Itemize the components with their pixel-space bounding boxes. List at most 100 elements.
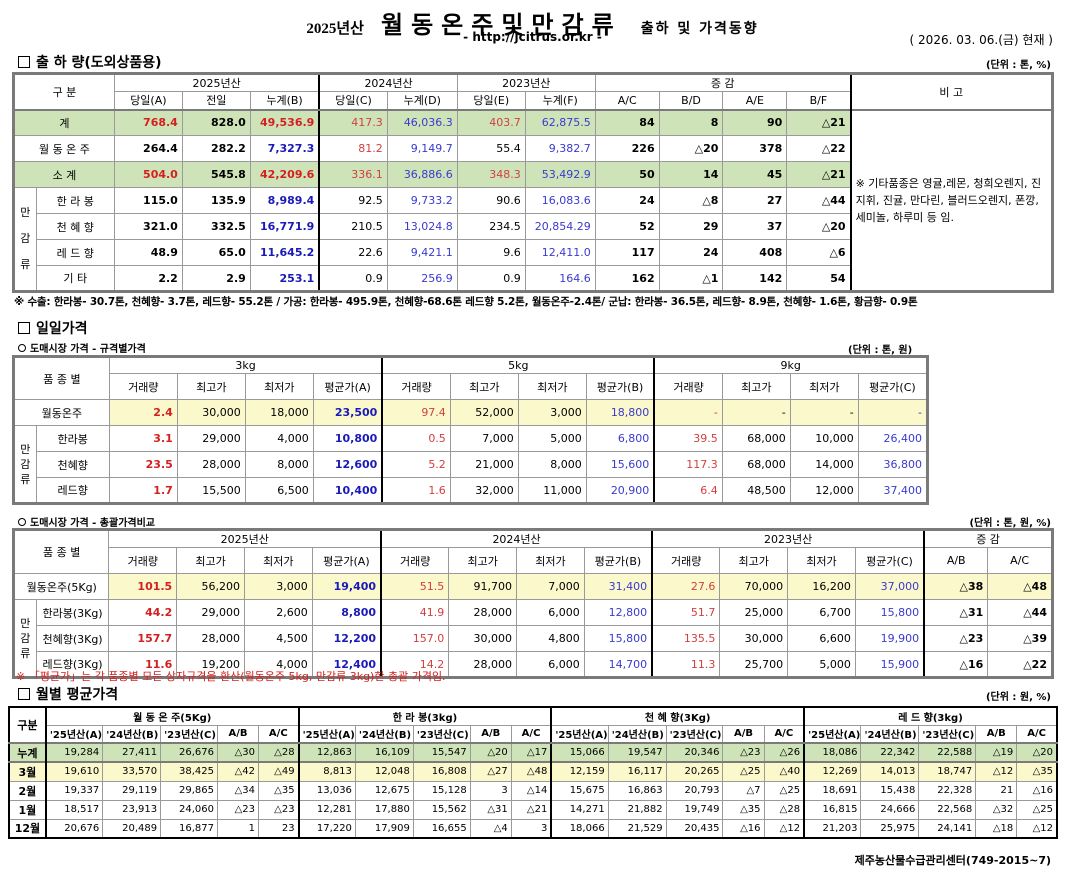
cell: △28 (763, 799, 805, 820)
cell: 16,877 (160, 818, 218, 839)
cell: 51.7 (651, 599, 721, 626)
table-row: 만 감 류 한라봉(3Kg) 44.2 29,000 2,600 8,800 4… (13, 599, 1053, 678)
cell: 12,000 (789, 477, 859, 504)
subheader: A/C (510, 724, 552, 744)
group-char: 만 (20, 442, 31, 456)
group-hallabong: 한 라 봉(3kg) (297, 706, 552, 726)
cell: △20 (469, 742, 512, 763)
cell: 2.2 (113, 265, 183, 292)
cell: 18,517 (45, 799, 104, 820)
cell: 157.7 (108, 625, 178, 652)
cell: △30 (216, 742, 260, 763)
subheader: 최고가 (449, 373, 519, 400)
table-row: 천혜향(3Kg) 157.7 28,000 4,500 12,200 157.0… (14, 625, 1053, 652)
subheader: 전일 (181, 91, 251, 111)
subheader: 평균가(C) (854, 547, 925, 574)
subheader: A/C (1016, 724, 1058, 744)
cell: 29,865 (160, 780, 218, 801)
cell: △21 (786, 109, 852, 136)
row-label: 레드향 (35, 477, 110, 504)
cell: 29,000 (176, 425, 246, 452)
cell: 8,813 (297, 761, 356, 782)
cell: 33,570 (102, 761, 162, 782)
cell: 81.2 (318, 135, 388, 162)
cell: 68,000 (721, 425, 791, 452)
cell: 15,562 (412, 799, 471, 820)
cell: 37 (722, 213, 788, 240)
cell: 253.1 (249, 265, 320, 292)
cell: 3 (510, 818, 552, 839)
table-row: 3월 19,610 33,570 38,425 △42 △49 8,813 12,048 16,… (8, 761, 1058, 782)
cell: 16,771.9 (249, 213, 320, 240)
cell: 321.0 (113, 213, 183, 240)
cell: △25 (1016, 799, 1058, 820)
subheader: 최저가 (243, 547, 313, 574)
subheader: 최고가 (721, 373, 791, 400)
cell: 15,800 (854, 599, 925, 626)
cell: 417.3 (318, 109, 388, 136)
spec-subtitle-label: 도매시장 가격 - 규격별가격 (30, 344, 146, 355)
cell: 91,700 (448, 573, 518, 600)
cell: △23 (923, 625, 989, 652)
table-row: 계 768.4 828.0 49,536.9 417.3 46,036.3 40… (13, 109, 1053, 292)
cell: △21 (786, 161, 852, 188)
cell: 3,000 (517, 399, 587, 426)
cell: 20,489 (102, 818, 162, 839)
mandarin-group-label: 만 감 류 (13, 425, 37, 504)
spec-unit: (단위 : 톤, 원) (848, 345, 913, 356)
subheader: 누계(B) (249, 91, 320, 111)
row-label: 천 혜 향 (35, 213, 115, 240)
cell: 41.9 (380, 599, 450, 626)
cell: △35 (722, 799, 765, 820)
group-2023: 2023년산 (651, 529, 925, 548)
cell: △16 (722, 818, 765, 839)
cell: 19,749 (665, 799, 724, 820)
col-group-label: 구분 (8, 706, 47, 744)
cell: △16 (923, 651, 989, 678)
row-label: 2월 (8, 780, 47, 801)
subheader: 거래량 (108, 373, 178, 400)
cell: 4,500 (243, 625, 313, 652)
subheader: 평균가(A) (312, 373, 383, 400)
checkbox-square-icon (18, 56, 30, 68)
cell: 38,425 (160, 761, 218, 782)
site-url[interactable]: - http://jcitrus.or.kr - (463, 30, 602, 44)
subheader: '23년산(C) (412, 724, 471, 744)
cell: 20,435 (665, 818, 724, 839)
subheader: A/C (594, 91, 660, 111)
subheader: 거래량 (380, 547, 450, 574)
group-char: 류 (20, 258, 31, 271)
cell: 15,600 (585, 451, 655, 478)
subheader: '24년산(B) (607, 724, 667, 744)
cell: 42,209.6 (249, 161, 320, 188)
subheader: '24년산(B) (860, 724, 920, 744)
subheader: A/B (722, 724, 765, 744)
cell: △20 (1016, 742, 1058, 763)
cell: 23,500 (312, 399, 383, 426)
shipment-table: 구 분 2025년산 2024년산 2023년산 증 감 비 고 당일(A) 전… (12, 72, 1054, 293)
cell: △42 (216, 761, 260, 782)
cell: 19,547 (607, 742, 667, 763)
cell: 234.5 (456, 213, 526, 240)
row-label: 소 계 (13, 161, 115, 188)
cell: 22,342 (860, 742, 920, 763)
cell: 68,000 (721, 451, 791, 478)
cell: 22,328 (918, 780, 977, 801)
group-char: 만 (20, 616, 31, 630)
cell: 135.9 (181, 187, 251, 214)
cell: 21,000 (449, 451, 519, 478)
cell: 90.6 (456, 187, 526, 214)
cell: △19 (975, 742, 1018, 763)
remarks-header: 비 고 (849, 73, 1053, 110)
subheader: 평균가(B) (585, 373, 655, 400)
cell: 25,000 (719, 599, 789, 626)
checkbox-square-icon (18, 688, 30, 700)
cell: 17,909 (354, 818, 414, 839)
table-row: 2월 19,337 29,119 29,865 △34 △35 13,036 12,675 15… (8, 780, 1058, 801)
cell: 11.6 (108, 651, 178, 678)
cell: 19,284 (45, 742, 104, 763)
cell: 97.4 (381, 399, 451, 426)
cell: 5,000 (517, 425, 587, 452)
cell: 22,588 (918, 742, 977, 763)
subheader: '25년산(A) (45, 724, 104, 744)
